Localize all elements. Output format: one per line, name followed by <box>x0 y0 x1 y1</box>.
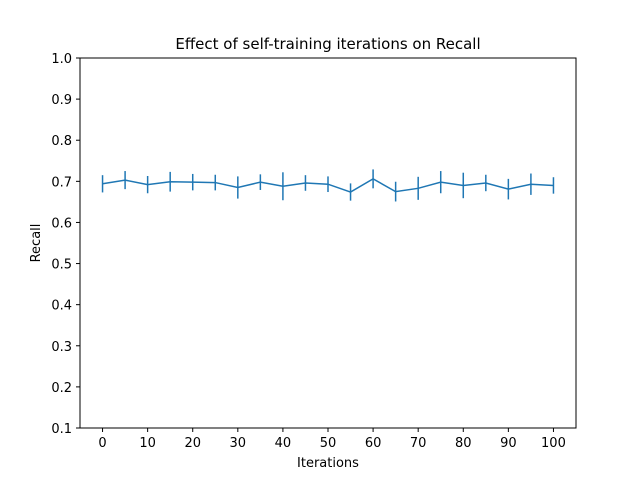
x-tick-label: 0 <box>98 436 106 451</box>
x-tick-label: 70 <box>410 436 427 451</box>
x-tick-label: 30 <box>230 436 247 451</box>
x-axis-label: Iterations <box>297 456 359 471</box>
x-tick-label: 40 <box>275 436 292 451</box>
y-tick-label: 0.7 <box>51 175 72 190</box>
y-tick-label: 0.3 <box>51 340 72 355</box>
x-tick-label: 10 <box>139 436 156 451</box>
y-tick-label: 0.2 <box>51 381 72 396</box>
y-tick-label: 1.0 <box>51 52 72 67</box>
y-tick-label: 0.9 <box>51 93 72 108</box>
x-tick-label: 50 <box>320 436 337 451</box>
y-tick-label: 0.5 <box>51 258 72 273</box>
plot-frame <box>79 57 577 429</box>
y-tick-label: 0.6 <box>51 216 72 231</box>
y-tick-label: 0.1 <box>51 422 72 437</box>
x-tick-label: 100 <box>541 436 566 451</box>
x-tick-label: 90 <box>500 436 517 451</box>
plot-layer <box>101 169 555 202</box>
y-tick-label: 0.8 <box>51 134 72 149</box>
x-tick-label: 60 <box>365 436 382 451</box>
y-axis-label: Recall <box>29 224 44 263</box>
tick-layer: 0 10 20 30 40 50 60 70 80 90 100 0.1 0.2 0.3 0.4 0.5 0.6… <box>51 52 566 451</box>
chart-title: Effect of self-training iterations on Re… <box>175 35 480 53</box>
x-tick-label: 80 <box>455 436 472 451</box>
y-tick-label: 0.4 <box>51 299 72 314</box>
x-tick-label: 20 <box>184 436 201 451</box>
